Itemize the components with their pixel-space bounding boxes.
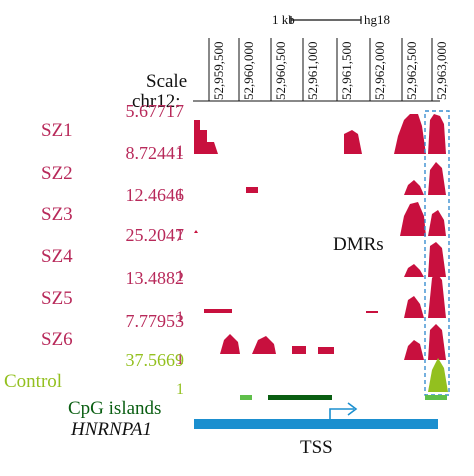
cpg-island-3 (425, 395, 447, 400)
signal-peak (404, 264, 424, 277)
tss-arrowhead (347, 402, 358, 416)
signal-peak (404, 180, 424, 195)
track-max-label: 7.77953 (126, 311, 185, 331)
scale-label: Scale (146, 71, 187, 92)
gene-body (194, 419, 438, 429)
track-labels: SZ15.677171SZ28.724411SZ312.46461SZ425.2… (4, 101, 184, 398)
track-min-label: 1 (176, 186, 184, 203)
signal-peak (428, 324, 446, 360)
tss-arrow (329, 408, 354, 420)
track-max-label: 13.4882 (126, 268, 185, 288)
ruler-position-label: 52,963,000 (434, 42, 449, 101)
ruler-position-label: 52,961,000 (305, 42, 320, 101)
track-min-label: 1 (176, 143, 184, 160)
signal-tracks (194, 114, 448, 392)
signal-peak (194, 120, 218, 154)
track-max-label: 37.5669 (126, 350, 185, 370)
signal-peak (400, 202, 426, 236)
signal-peak (204, 309, 232, 313)
track-name-label: SZ6 (41, 329, 73, 350)
cpg-island-1 (240, 395, 252, 400)
track-name-label: SZ5 (41, 288, 73, 309)
scalebar-label: 1 kb (272, 12, 295, 27)
signal-peak (428, 210, 446, 236)
signal-peak (220, 334, 240, 354)
track-min-label: 1 (176, 381, 184, 398)
signal-peak (428, 272, 446, 318)
signal-peak (344, 130, 362, 154)
chrom-label: chr12: (132, 91, 181, 112)
track-min-label: 1 (176, 268, 184, 285)
gene-label: HNRNPA1 (70, 419, 152, 440)
signal-peak (252, 336, 276, 354)
signal-peak (428, 114, 446, 154)
signal-peak (404, 296, 424, 318)
track-min-label: 1 (176, 309, 184, 326)
track-name-label: SZ2 (41, 163, 73, 184)
assembly-label: hg18 (364, 12, 390, 27)
ruler-position-label: 52,960,500 (273, 42, 288, 101)
signal-peak (404, 340, 424, 360)
track-name-label: SZ3 (41, 204, 73, 225)
track-name-label: Control (4, 371, 62, 392)
signal-peak (428, 162, 446, 195)
cpg-islands-label: CpG islands (68, 398, 161, 419)
dmr-label: DMRs (333, 234, 384, 255)
track-max-label: 8.72441 (126, 143, 185, 163)
track-max-label: 5.67717 (126, 101, 185, 121)
signal-peak (366, 311, 378, 313)
signal-peak (428, 242, 446, 277)
tss-label: TSS (300, 437, 333, 458)
cpg-island-2 (268, 395, 332, 400)
track-max-label: 12.4646 (126, 185, 185, 205)
signal-peak (292, 346, 306, 354)
ruler-position-label: 52,959,500 (211, 42, 226, 101)
track-max-label: 25.2047 (126, 225, 185, 245)
track-min-label: 1 (176, 351, 184, 368)
signal-peak (194, 230, 198, 233)
signal-peak (428, 358, 448, 392)
ruler-position-label: 52,962,000 (372, 42, 387, 101)
track-name-label: SZ4 (41, 246, 73, 267)
position-ruler: 52,959,500 52,960,000 52,960,500 52,961,000… (208, 38, 449, 101)
ruler-position-label: 52,962,500 (404, 42, 419, 101)
track-name-label: SZ1 (41, 120, 73, 141)
signal-peak (246, 187, 258, 193)
signal-peak (394, 114, 426, 154)
signal-peak (318, 347, 334, 354)
ruler-position-label: 52,961,500 (339, 42, 354, 101)
ruler-position-label: 52,960,000 (241, 42, 256, 101)
track-min-label: 1 (176, 227, 184, 244)
